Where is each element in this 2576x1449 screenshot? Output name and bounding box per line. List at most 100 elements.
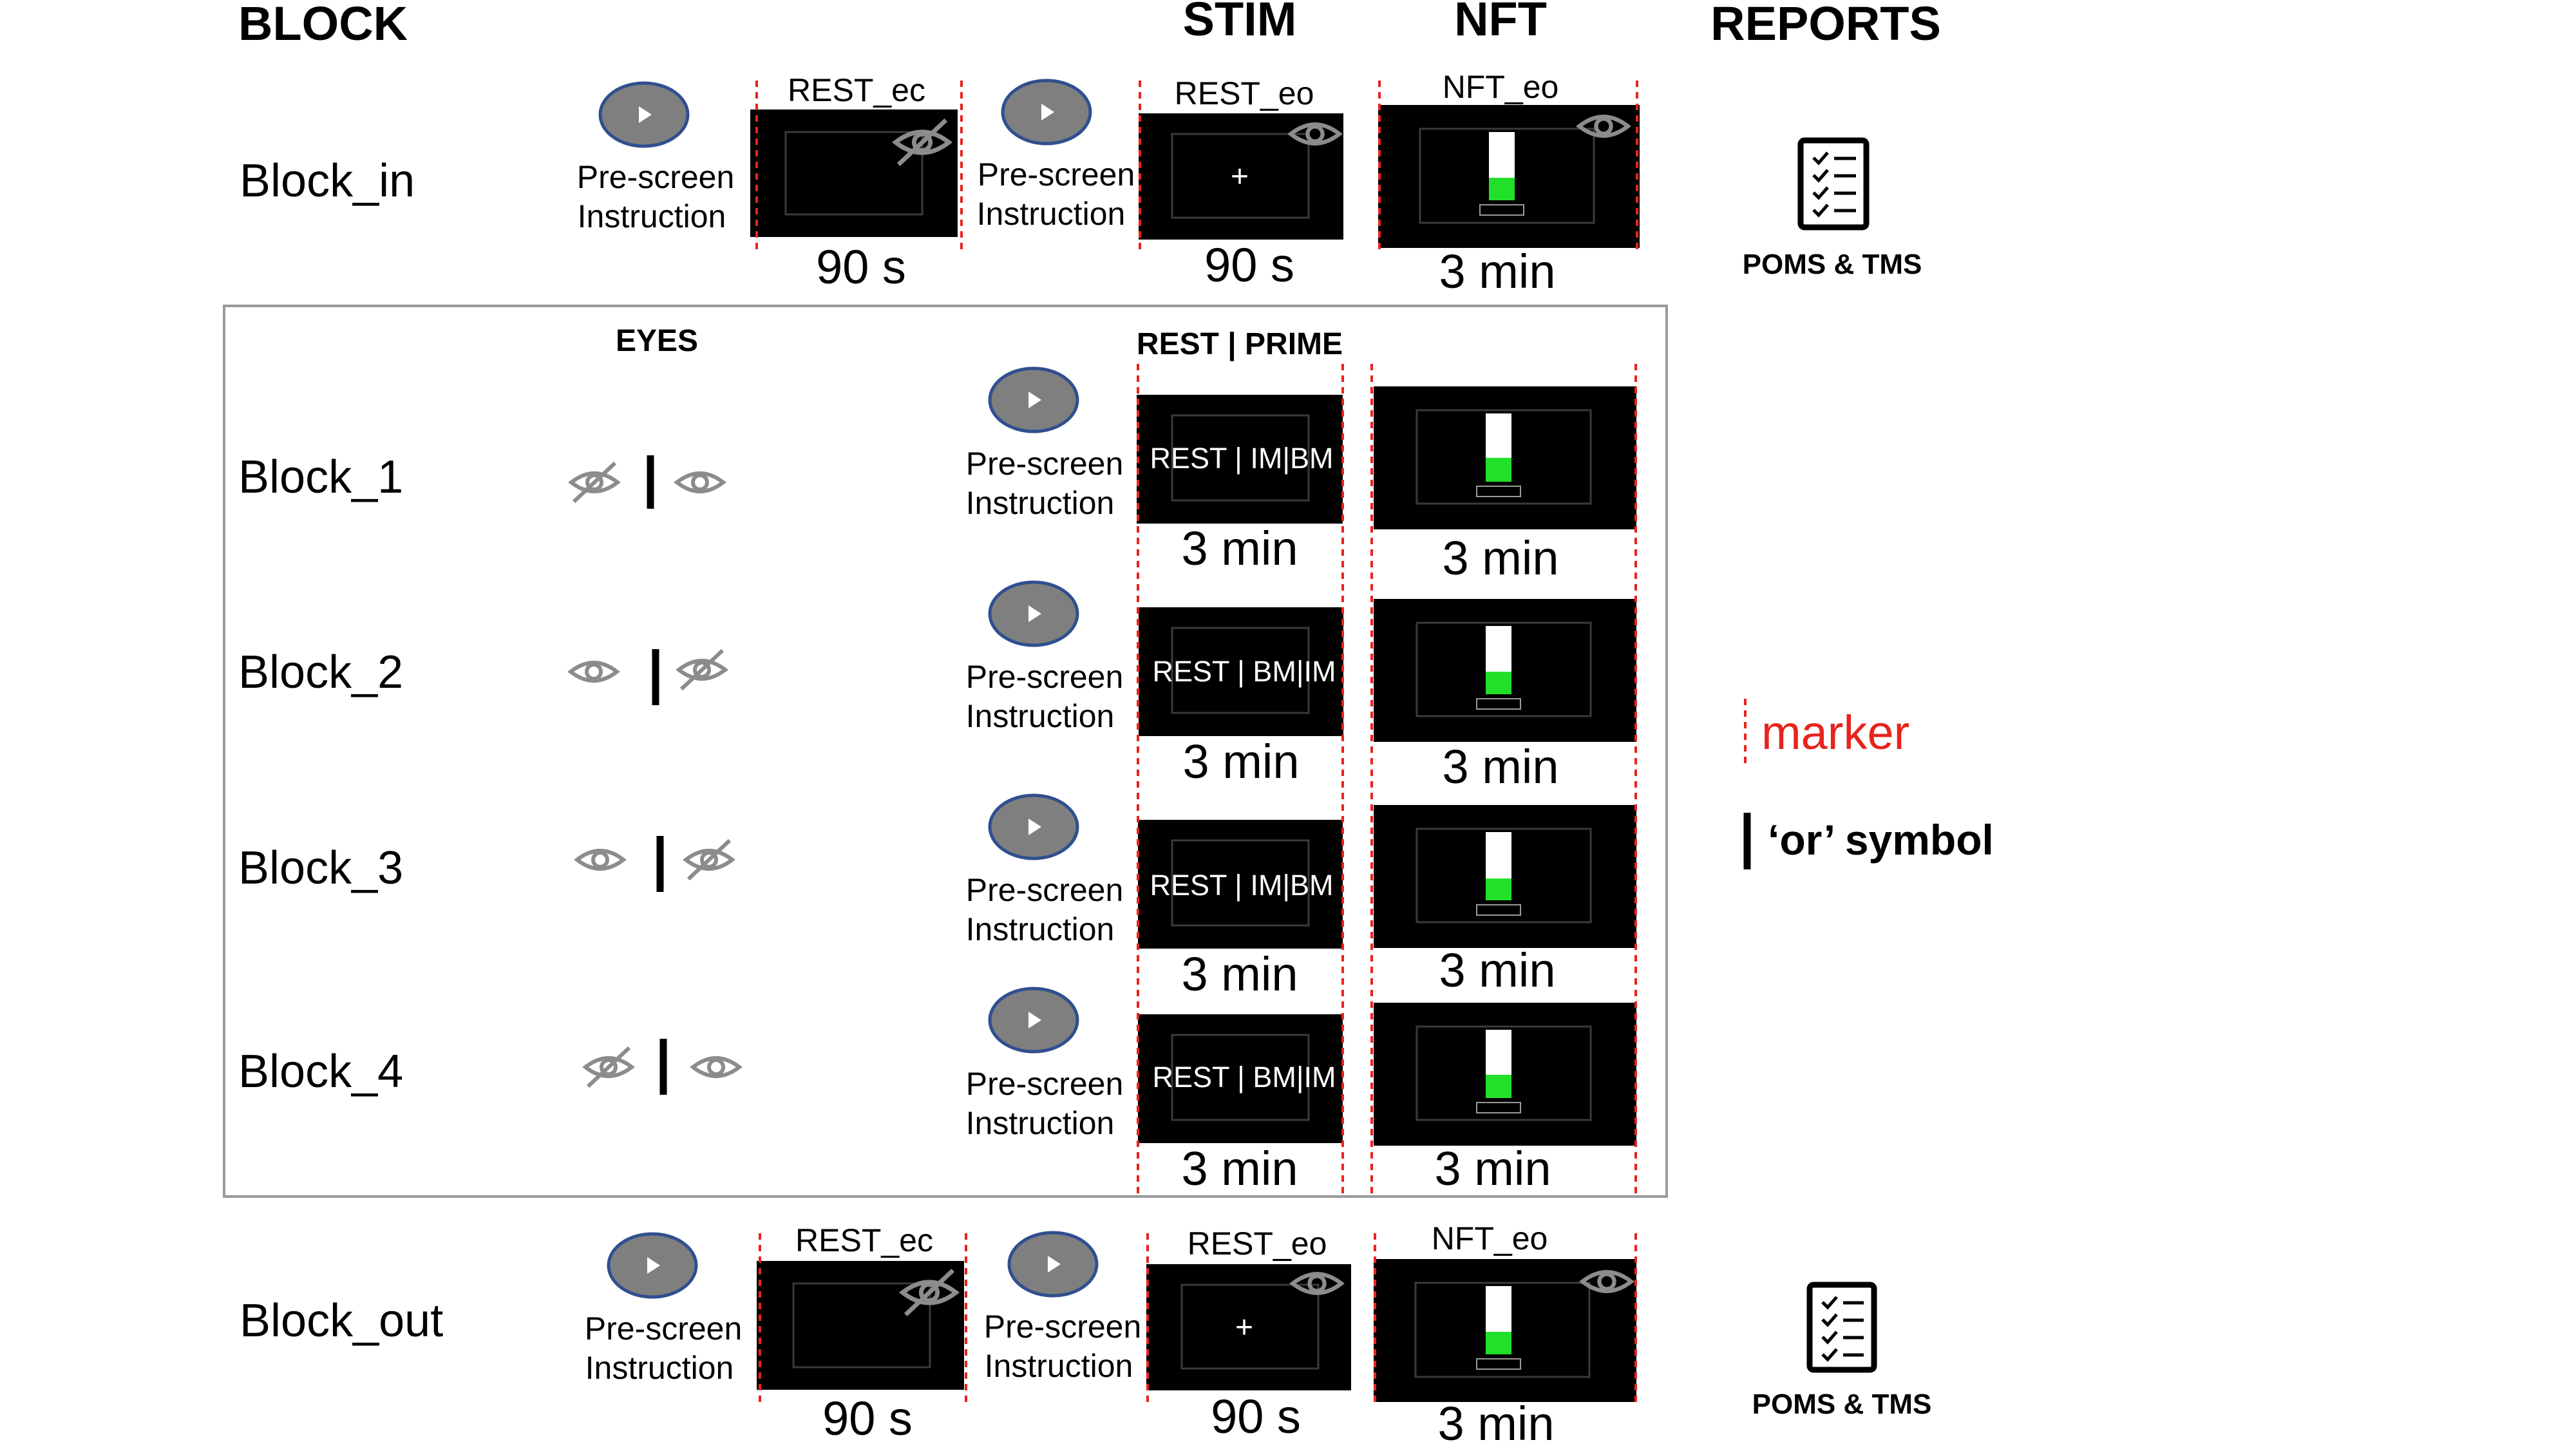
inner-block-rows: Block_1 Pre-screen Instruction REST | IM… (238, 364, 1637, 1197)
bar-base (1479, 204, 1524, 216)
eye-open-icon (690, 1056, 743, 1078)
fixation-cross: + (1235, 1311, 1253, 1345)
play-button[interactable] (598, 81, 690, 148)
screen-frame (1180, 1283, 1320, 1370)
header-rest-prime: REST | PRIME (1137, 327, 1343, 361)
rest-ec-label: REST_ec (788, 72, 925, 108)
eye-closed-icon (568, 461, 621, 504)
bar-base (1476, 1358, 1521, 1370)
eye-open-icon (574, 849, 627, 871)
block-row: Block_2 Pre-screen Instruction REST | BM… (238, 580, 1636, 793)
play-button[interactable] (1001, 79, 1092, 146)
rest-ec-screen (750, 109, 958, 237)
caption-line1: Pre-screen (577, 159, 735, 195)
header-block: BLOCK (238, 0, 408, 50)
play-button[interactable] (988, 987, 1079, 1054)
eye-open-icon (1287, 122, 1343, 146)
screen-frame (1416, 1025, 1592, 1121)
feedback-bar-fill (1489, 178, 1515, 200)
report-label: POMS & TMS (1752, 1388, 1932, 1420)
rest-eo-label: REST_eo (1188, 1226, 1327, 1262)
block-name: Block_3 (238, 842, 403, 894)
caption-line1: Pre-screen (978, 156, 1135, 193)
feedback-bar-fill (1486, 1074, 1511, 1098)
screen-frame (1419, 128, 1595, 224)
bar-base (1476, 1102, 1521, 1113)
screen-frame (1171, 133, 1310, 219)
play-button[interactable] (607, 1232, 698, 1299)
block-in-row: Block_in Pre-screen Instruction REST_ec … (240, 69, 1922, 298)
prime-text: REST | IM|BM (1150, 869, 1333, 902)
feedback-bar-fill (1486, 1332, 1511, 1354)
rest-ec-duration: 90 s (822, 1392, 913, 1445)
screen-frame (1416, 621, 1592, 717)
caption-line2: Instruction (977, 196, 1126, 232)
eye-open-icon (567, 661, 620, 683)
bar-base (1476, 486, 1521, 497)
play-icon (1028, 605, 1041, 622)
prime-text: REST | BM|IM (1152, 1061, 1336, 1094)
play-icon (1028, 1012, 1041, 1028)
play-button[interactable] (988, 366, 1079, 433)
nft-duration: 3 min (1443, 531, 1559, 585)
eye-open-icon (1576, 115, 1631, 138)
rest-eo-label: REST_eo (1175, 75, 1314, 111)
eye-closed-icon (683, 838, 735, 881)
header-eyes: EYES (616, 324, 698, 358)
report-label: POMS & TMS (1743, 249, 1922, 280)
caption-line2: Instruction (966, 1105, 1115, 1141)
block-out-row: Block_out Pre-screen Instruction REST_ec… (240, 1220, 1931, 1449)
feedback-bar-fill (1486, 878, 1511, 900)
caption-line1: Pre-screen (585, 1311, 743, 1347)
caption-line2: Instruction (966, 485, 1115, 521)
legend: marker ‘or’ symbol (1743, 699, 1994, 869)
screen-frame (1414, 1282, 1591, 1378)
screen-frame (1171, 839, 1310, 927)
nft-duration: 3 min (1438, 1397, 1555, 1449)
nft-label: NFT_eo (1443, 69, 1559, 105)
play-button[interactable] (988, 793, 1079, 860)
caption-line2: Instruction (985, 1348, 1133, 1384)
play-icon (1028, 819, 1041, 835)
inner-blocks-box (223, 305, 1668, 1198)
rest-eo-duration: 90 s (1211, 1390, 1301, 1443)
stim-duration: 3 min (1182, 522, 1298, 575)
rest-eo-duration: 90 s (1204, 238, 1294, 292)
caption-line1: Pre-screen (984, 1309, 1142, 1345)
eye-closed-icon (676, 649, 728, 691)
eye-closed-icon (582, 1046, 635, 1088)
marker-legend-label: marker (1761, 706, 1909, 759)
play-icon (1048, 1256, 1061, 1273)
rest-ec-label: REST_ec (795, 1222, 933, 1258)
screen-frame (1416, 409, 1592, 505)
caption-line2: Instruction (966, 698, 1115, 734)
stim-duration: 3 min (1183, 735, 1300, 788)
fixation-cross: + (1231, 160, 1249, 194)
marker-lines (755, 80, 1638, 254)
checklist-icon (1806, 1282, 1877, 1373)
eye-closed-icon (891, 118, 953, 167)
caption-line2: Instruction (585, 1350, 734, 1386)
nft-label: NFT_eo (1432, 1220, 1548, 1256)
play-icon (647, 1257, 660, 1274)
stim-duration: 3 min (1182, 947, 1298, 1001)
nft-duration: 3 min (1443, 740, 1559, 793)
screen-frame (784, 131, 923, 216)
marker-lines (759, 1233, 1637, 1407)
caption-line2: Instruction (966, 911, 1115, 947)
block-name: Block_out (240, 1295, 443, 1347)
block-row: Block_3 Pre-screen Instruction REST | IM… (238, 793, 1636, 1001)
screen-frame (1171, 627, 1310, 714)
block-row: Block_4 Pre-screen Instruction REST | BM… (238, 987, 1636, 1195)
play-button[interactable] (988, 580, 1079, 647)
play-icon (1041, 104, 1054, 120)
screen-frame (1171, 414, 1310, 502)
caption-line1: Pre-screen (966, 446, 1124, 482)
play-button[interactable] (1007, 1231, 1099, 1298)
feedback-bar-fill (1486, 672, 1511, 694)
block-name: Block_2 (238, 647, 403, 698)
nft-duration: 3 min (1439, 943, 1556, 997)
play-icon (639, 106, 652, 123)
screen-frame (1416, 828, 1592, 923)
stim-duration: 3 min (1182, 1142, 1298, 1195)
